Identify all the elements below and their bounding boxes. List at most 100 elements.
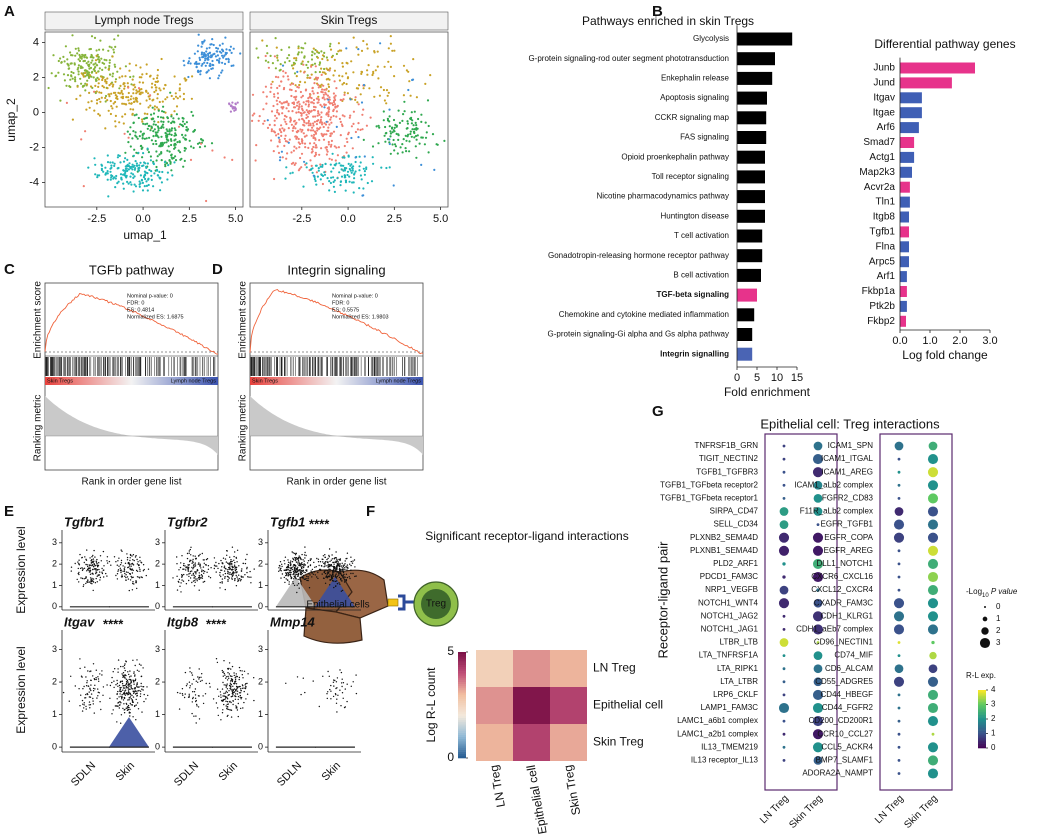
cell-point <box>241 670 242 671</box>
cell-point <box>70 74 72 76</box>
pair-label: EGFR_COPA <box>824 533 873 542</box>
bar <box>737 269 761 282</box>
cell-point <box>115 78 117 80</box>
cell-point <box>62 56 64 58</box>
cell-point <box>311 87 313 89</box>
cell-point <box>189 573 190 574</box>
cell-point <box>130 95 132 97</box>
cell-point <box>78 573 79 574</box>
cell-point <box>310 570 311 571</box>
cell-point <box>112 75 114 77</box>
cell-point <box>97 86 99 88</box>
cell-point <box>405 150 407 152</box>
cell-point <box>146 113 148 115</box>
cell-point <box>282 70 284 72</box>
cell-point <box>227 676 228 677</box>
cell-point <box>140 174 142 176</box>
cell-point <box>242 707 243 708</box>
cell-point <box>389 130 391 132</box>
cell-point <box>194 566 195 567</box>
cell-point <box>225 58 227 60</box>
cell-point <box>377 51 379 53</box>
cell-point <box>292 162 294 164</box>
cell-point <box>298 562 299 563</box>
cell-point <box>353 172 355 174</box>
cell-point <box>124 693 125 694</box>
cell-point <box>139 135 141 137</box>
cell-point <box>136 699 137 700</box>
cell-point <box>172 117 174 119</box>
cell-point <box>313 48 315 50</box>
cell-point <box>339 577 340 578</box>
cell-point <box>336 126 338 128</box>
cell-point <box>163 142 165 144</box>
cell-point <box>333 186 335 188</box>
cell-point <box>88 567 89 568</box>
cell-point <box>415 145 417 147</box>
cell-point <box>322 561 323 562</box>
cell-point <box>179 95 181 97</box>
cell-point <box>306 570 307 571</box>
cell-point <box>336 567 337 568</box>
cell-point <box>298 558 299 559</box>
gsea-stat: Nominal p-value: 0 <box>127 293 173 299</box>
cell-point <box>109 46 111 48</box>
cell-point <box>127 99 129 101</box>
cell-point <box>133 155 135 157</box>
cell-point <box>278 571 279 572</box>
cell-point <box>325 583 326 584</box>
cell-point <box>140 562 141 563</box>
cell-point <box>338 162 340 164</box>
cell-point <box>197 143 199 145</box>
cell-point <box>110 113 112 115</box>
cell-point <box>287 78 289 80</box>
cell-point <box>191 75 193 77</box>
cell-point <box>91 55 93 57</box>
cell-point <box>301 105 303 107</box>
cell-point <box>220 694 221 695</box>
cell-point <box>191 672 192 673</box>
cell-point <box>129 590 130 591</box>
cell-point <box>316 576 317 577</box>
cell-point <box>139 560 140 561</box>
cell-point <box>188 57 190 59</box>
cell-point <box>341 176 343 178</box>
colorbar-step <box>458 730 466 732</box>
cell-point <box>129 63 131 65</box>
cell-point <box>89 570 90 571</box>
cell-point <box>333 568 334 569</box>
cell-point <box>405 140 407 142</box>
gene-title: Mmp14 <box>270 614 316 629</box>
cell-point <box>236 567 237 568</box>
cell-point <box>271 110 273 112</box>
cell-point <box>327 558 328 559</box>
cell-point <box>134 86 136 88</box>
cell-point <box>143 686 144 687</box>
cell-point <box>315 146 317 148</box>
cell-point <box>290 151 292 153</box>
cell-point <box>226 685 227 686</box>
cell-point <box>129 697 130 698</box>
diagram-label: Epithelial cells <box>306 600 369 611</box>
cell-point <box>312 125 314 127</box>
cell-point <box>279 128 281 130</box>
cell-point <box>395 145 397 147</box>
cell-point <box>193 577 194 578</box>
cell-point <box>387 95 389 97</box>
cell-point <box>317 578 318 579</box>
cell-point <box>122 683 123 684</box>
cell-point <box>128 162 130 164</box>
cell-point <box>299 563 300 564</box>
cell-point <box>138 686 139 687</box>
cell-point <box>339 669 340 670</box>
dot <box>928 677 938 687</box>
cell-point <box>132 559 133 560</box>
colorbar-step <box>458 682 466 684</box>
cell-point <box>91 59 93 61</box>
cell-point <box>356 46 358 48</box>
colorbar-tick-label: 0 <box>991 743 996 752</box>
cell-point <box>93 566 94 567</box>
cell-point <box>129 181 131 183</box>
cell-point <box>310 560 311 561</box>
cell-point <box>380 86 382 88</box>
